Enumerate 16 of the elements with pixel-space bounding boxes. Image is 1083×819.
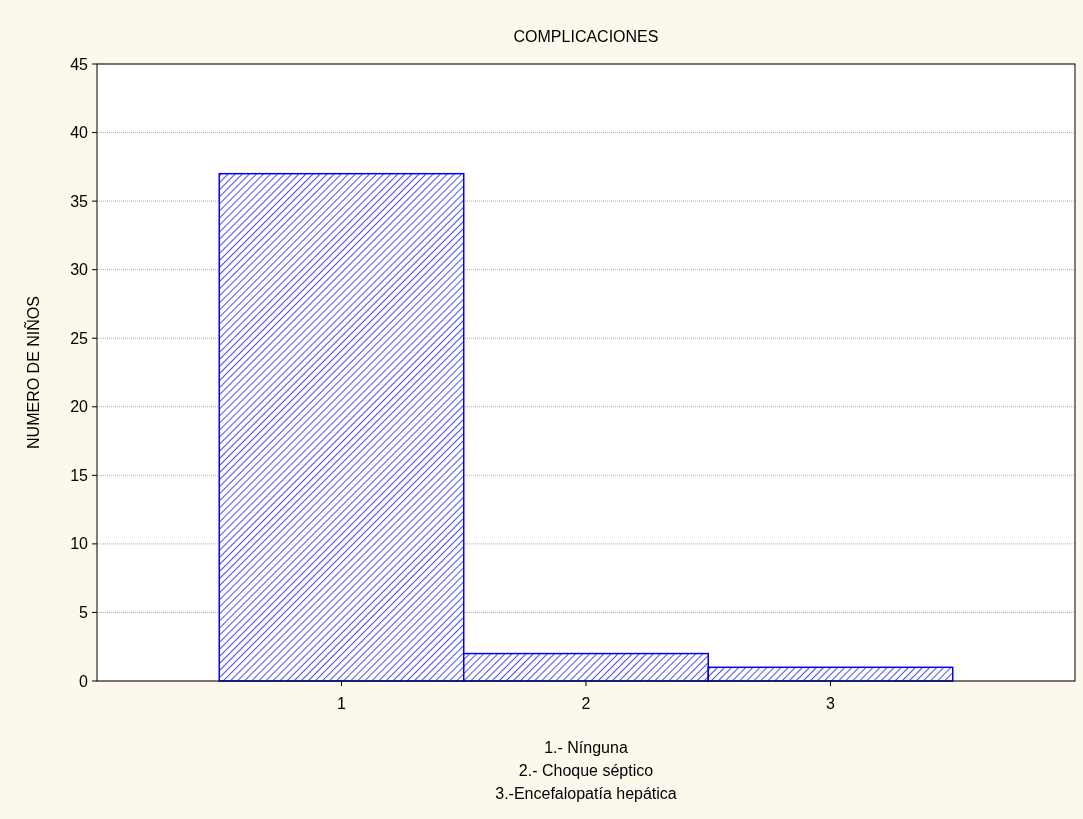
- y-tick-label: 30: [70, 261, 89, 279]
- y-tick-label: 20: [70, 398, 89, 416]
- x-tick-label: 1: [337, 695, 347, 712]
- y-axis-title: NUMERO DE NIÑOS: [23, 296, 42, 449]
- y-tick-label: 5: [79, 604, 89, 622]
- y-tick-label: 35: [70, 192, 89, 210]
- y-tick-label: 0: [79, 672, 89, 690]
- x-tick-label: 2: [581, 695, 591, 712]
- y-tick-label: 25: [70, 329, 89, 347]
- chart-title: COMPLICACIONES: [513, 28, 659, 45]
- y-tick-label: 45: [70, 55, 89, 73]
- y-tick-label: 40: [70, 124, 89, 142]
- y-tick-label: 15: [70, 466, 89, 484]
- y-tick-label: 10: [70, 535, 89, 553]
- x-tick-label: 3: [826, 695, 836, 712]
- x-axis-title: 1.- Nínguna 2.- Choque séptico 3.-Encefalopatía hepática: [495, 739, 677, 802]
